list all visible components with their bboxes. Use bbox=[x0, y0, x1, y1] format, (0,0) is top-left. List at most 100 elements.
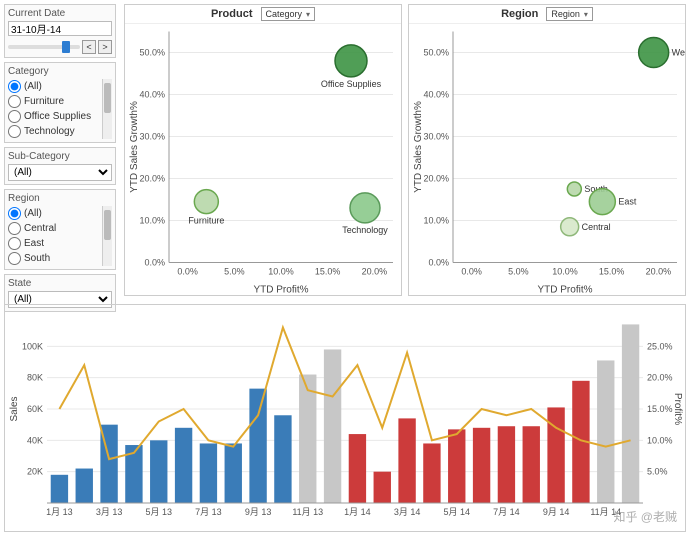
region-chart-panel: Region Region 0.0% 10.0% 20.0% 30.0% 40.0% 50… bbox=[408, 4, 686, 296]
region-item-label: Central bbox=[24, 223, 56, 234]
svg-text:West: West bbox=[672, 48, 685, 58]
svg-text:Office Supplies: Office Supplies bbox=[321, 79, 382, 89]
svg-text:30.0%: 30.0% bbox=[139, 132, 165, 142]
region-item-label: (All) bbox=[24, 208, 42, 219]
svg-text:East: East bbox=[618, 197, 637, 207]
svg-text:3月 13: 3月 13 bbox=[96, 507, 123, 517]
region-panel: Region (All) Central East South bbox=[4, 189, 116, 270]
svg-text:30.0%: 30.0% bbox=[423, 132, 449, 142]
svg-text:9月 13: 9月 13 bbox=[245, 507, 272, 517]
category-item[interactable]: Furniture bbox=[8, 94, 102, 109]
region-scrollbar[interactable] bbox=[102, 206, 112, 266]
svg-text:50.0%: 50.0% bbox=[423, 48, 449, 58]
svg-text:Central: Central bbox=[582, 222, 611, 232]
date-slider[interactable] bbox=[8, 45, 80, 49]
current-date-input[interactable] bbox=[8, 21, 112, 36]
date-prev-button[interactable]: < bbox=[82, 40, 96, 54]
svg-text:YTD Profit%: YTD Profit% bbox=[253, 285, 308, 296]
svg-text:11月 13: 11月 13 bbox=[292, 507, 323, 517]
svg-text:15.0%: 15.0% bbox=[599, 267, 625, 277]
svg-text:5.0%: 5.0% bbox=[647, 467, 668, 477]
sub-category-select[interactable]: (All) bbox=[8, 164, 112, 181]
region-item[interactable]: (All) bbox=[8, 206, 102, 221]
sidebar: Current Date < > Category (All) Furniture… bbox=[0, 0, 120, 300]
category-item[interactable]: Office Supplies bbox=[8, 109, 102, 124]
svg-text:11月 14: 11月 14 bbox=[590, 507, 621, 517]
svg-text:Technology: Technology bbox=[342, 225, 388, 235]
category-item-label: (All) bbox=[24, 81, 42, 92]
svg-text:Furniture: Furniture bbox=[188, 216, 224, 226]
bottom-chart-panel: 20K 40K 60K 80K 100K 5.0% 10.0% 15.0% 20.0% 25.0%… bbox=[4, 304, 686, 532]
region-item[interactable]: East bbox=[8, 236, 102, 251]
region-item-label: East bbox=[24, 238, 44, 249]
svg-text:100K: 100K bbox=[22, 341, 43, 351]
category-item-label: Office Supplies bbox=[24, 111, 91, 122]
svg-text:10.0%: 10.0% bbox=[268, 267, 294, 277]
svg-text:Sales: Sales bbox=[9, 396, 20, 421]
svg-text:5.0%: 5.0% bbox=[224, 267, 245, 277]
svg-text:50.0%: 50.0% bbox=[139, 48, 165, 58]
svg-text:0.0%: 0.0% bbox=[461, 267, 482, 277]
category-item[interactable]: Technology bbox=[8, 124, 102, 139]
svg-text:1月 13: 1月 13 bbox=[46, 507, 73, 517]
product-dropdown[interactable]: Category bbox=[261, 7, 316, 21]
svg-text:20.0%: 20.0% bbox=[646, 267, 672, 277]
svg-text:20K: 20K bbox=[27, 467, 43, 477]
svg-text:15.0%: 15.0% bbox=[315, 267, 341, 277]
svg-text:20.0%: 20.0% bbox=[423, 174, 449, 184]
sub-category-title: Sub-Category bbox=[8, 151, 112, 162]
svg-text:0.0%: 0.0% bbox=[144, 258, 165, 268]
svg-text:20.0%: 20.0% bbox=[362, 267, 388, 277]
svg-text:10.0%: 10.0% bbox=[552, 267, 578, 277]
svg-text:9月 14: 9月 14 bbox=[543, 507, 570, 517]
category-panel: Category (All) Furniture Office Supplies Te… bbox=[4, 62, 116, 143]
category-item[interactable]: (All) bbox=[8, 79, 102, 94]
svg-text:0.0%: 0.0% bbox=[177, 267, 198, 277]
svg-text:5月 14: 5月 14 bbox=[443, 507, 470, 517]
svg-text:Profit%: Profit% bbox=[672, 393, 683, 425]
svg-text:10.0%: 10.0% bbox=[647, 435, 673, 445]
svg-text:5.0%: 5.0% bbox=[508, 267, 529, 277]
category-title: Category bbox=[8, 66, 112, 77]
svg-text:60K: 60K bbox=[27, 404, 43, 414]
svg-text:20.0%: 20.0% bbox=[139, 174, 165, 184]
svg-text:40.0%: 40.0% bbox=[139, 90, 165, 100]
svg-text:15.0%: 15.0% bbox=[647, 404, 673, 414]
svg-text:40.0%: 40.0% bbox=[423, 90, 449, 100]
current-date-title: Current Date bbox=[8, 8, 112, 19]
top-charts: Product Category 0.0% 10.0% 20.0% 30.0% 40.0… bbox=[120, 0, 690, 300]
region-scatter-chart: 0.0% 10.0% 20.0% 30.0% 40.0% 50.0% 0.0% 5.0% 10.… bbox=[409, 24, 685, 298]
category-item-label: Technology bbox=[24, 126, 75, 137]
svg-text:20.0%: 20.0% bbox=[647, 373, 673, 383]
product-chart-panel: Product Category 0.0% 10.0% 20.0% 30.0% 40.0… bbox=[124, 4, 402, 296]
category-scrollbar[interactable] bbox=[102, 79, 112, 139]
region-title: Region bbox=[8, 193, 112, 204]
category-item-label: Furniture bbox=[24, 96, 64, 107]
svg-text:YTD Profit%: YTD Profit% bbox=[537, 285, 592, 296]
date-next-button[interactable]: > bbox=[98, 40, 112, 54]
region-chart-title: Region bbox=[501, 8, 538, 20]
svg-text:1月 14: 1月 14 bbox=[344, 507, 371, 517]
svg-text:7月 14: 7月 14 bbox=[493, 507, 520, 517]
product-chart-title: Product bbox=[211, 8, 253, 20]
region-item-label: South bbox=[24, 253, 50, 264]
region-item[interactable]: Central bbox=[8, 221, 102, 236]
region-item[interactable]: South bbox=[8, 251, 102, 266]
svg-text:80K: 80K bbox=[27, 373, 43, 383]
svg-text:0.0%: 0.0% bbox=[428, 258, 449, 268]
state-title: State bbox=[8, 278, 112, 289]
region-dropdown[interactable]: Region bbox=[546, 7, 593, 21]
svg-text:40K: 40K bbox=[27, 435, 43, 445]
svg-text:YTD Sales Growth%: YTD Sales Growth% bbox=[413, 101, 424, 193]
product-scatter-chart: 0.0% 10.0% 20.0% 30.0% 40.0% 50.0% 0.0% 5.0% 10.… bbox=[125, 24, 401, 298]
sub-category-panel: Sub-Category (All) bbox=[4, 147, 116, 185]
current-date-panel: Current Date < > bbox=[4, 4, 116, 58]
svg-text:YTD Sales Growth%: YTD Sales Growth% bbox=[129, 101, 140, 193]
sales-bar-chart: 20K 40K 60K 80K 100K 5.0% 10.0% 15.0% 20.0% 25.0%… bbox=[5, 305, 685, 531]
svg-text:10.0%: 10.0% bbox=[139, 216, 165, 226]
svg-text:3月 14: 3月 14 bbox=[394, 507, 421, 517]
svg-text:7月 13: 7月 13 bbox=[195, 507, 222, 517]
svg-text:10.0%: 10.0% bbox=[423, 216, 449, 226]
svg-text:5月 13: 5月 13 bbox=[145, 507, 172, 517]
svg-text:25.0%: 25.0% bbox=[647, 341, 673, 351]
